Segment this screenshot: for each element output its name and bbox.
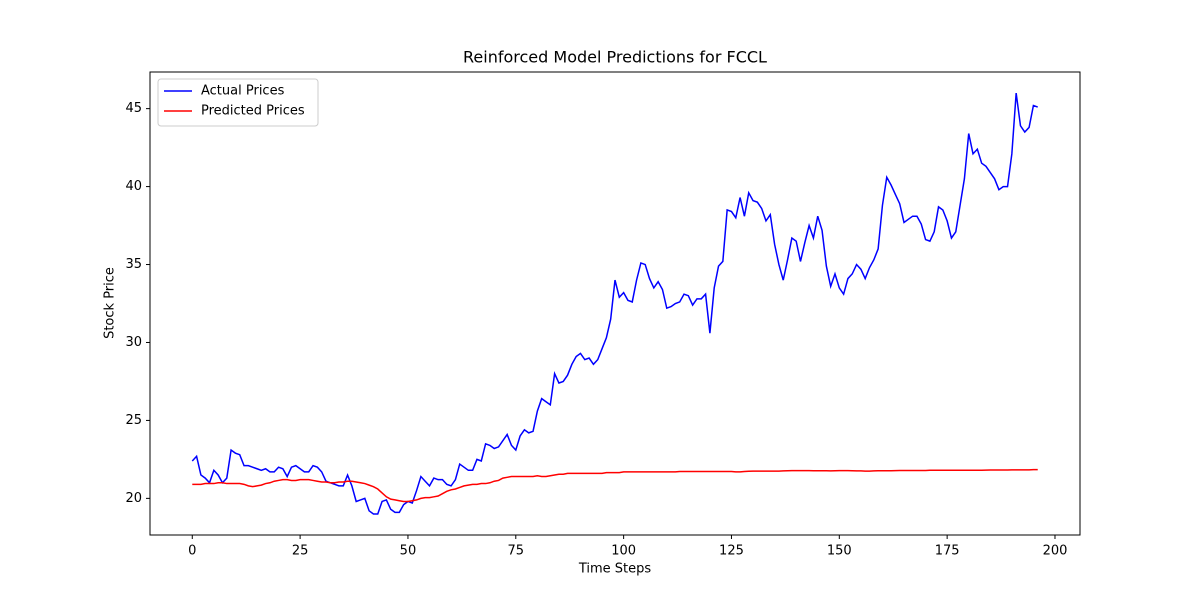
- series-line: [191, 92, 1038, 515]
- plot-frame: [149, 71, 1081, 536]
- y-tick-label: 40: [125, 179, 142, 194]
- x-tick-label: 50: [400, 544, 417, 559]
- legend: Actual Prices Predicted Prices: [157, 78, 319, 127]
- series-line: [192, 468, 1038, 503]
- legend-label: Actual Prices: [201, 84, 285, 99]
- x-tick-label: 150: [827, 544, 852, 559]
- chart-title: Reinforced Model Predictions for FCCL: [463, 48, 767, 67]
- x-tick-label: 100: [611, 544, 636, 559]
- legend-label: Predicted Prices: [201, 104, 305, 119]
- x-tick-label: 125: [719, 544, 744, 559]
- y-tick-label: 20: [125, 491, 142, 506]
- y-tick-label: 45: [125, 101, 142, 116]
- x-tick-label: 200: [1043, 544, 1068, 559]
- x-tick-label: 0: [188, 544, 196, 559]
- y-tick-label: 30: [125, 335, 142, 350]
- y-axis-label: Stock Price: [103, 267, 118, 339]
- x-tick-label: 75: [508, 544, 525, 559]
- y-tick-label: 35: [125, 257, 142, 272]
- x-axis-label: Time Steps: [578, 562, 652, 577]
- y-tick-label: 25: [125, 413, 142, 428]
- x-tick-label: 175: [935, 544, 960, 559]
- legend-box: [157, 78, 319, 127]
- x-tick-label: 25: [292, 544, 309, 559]
